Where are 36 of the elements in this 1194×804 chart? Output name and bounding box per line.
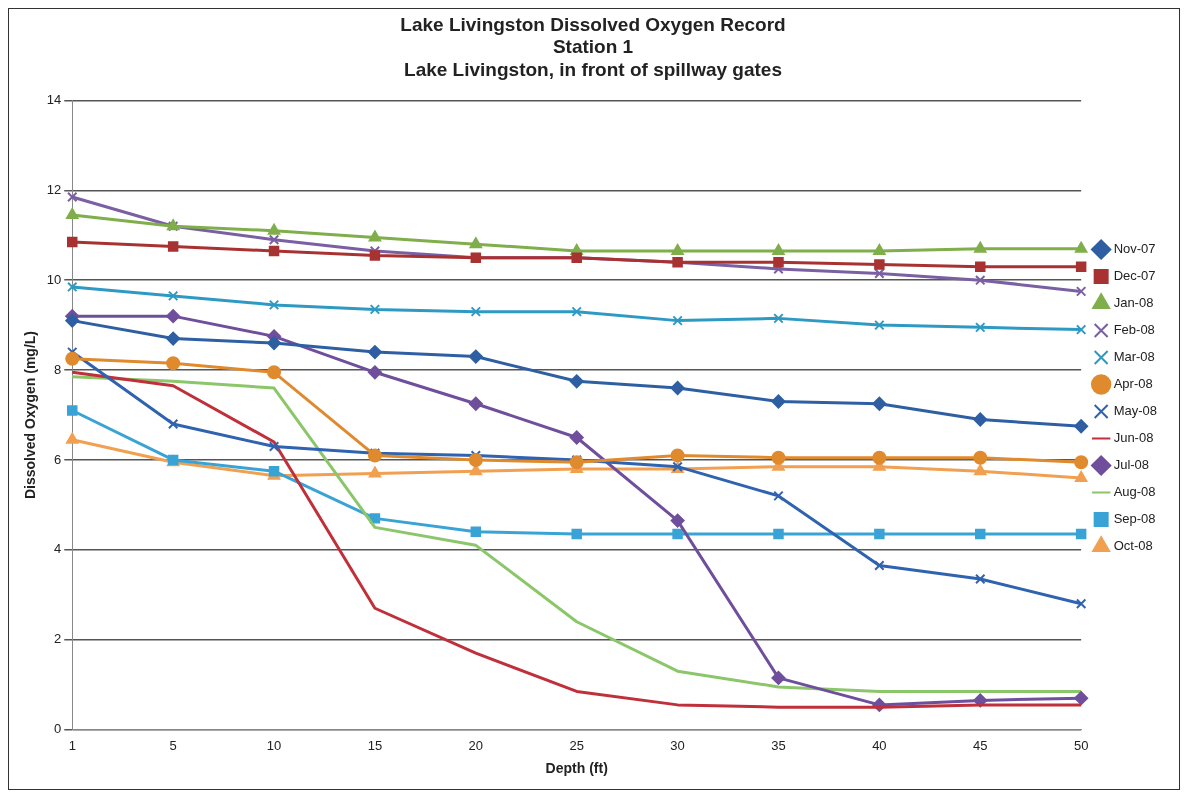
x-tick-label: 50 — [1073, 737, 1089, 753]
legend-label: Dec-07 — [1113, 268, 1156, 284]
x-tick-label: 10 — [266, 737, 282, 753]
legend-label: Mar-08 — [1113, 349, 1155, 365]
text: Lake Livingston Dissolved Oxygen Record — [400, 13, 786, 35]
legend-label: Jul-08 — [1113, 457, 1150, 473]
y-tick-label: 4 — [54, 541, 62, 557]
x-tick-label: 15 — [367, 737, 383, 753]
x-tick-label: 25 — [569, 737, 584, 753]
legend-label: Feb-08 — [1113, 322, 1155, 338]
x-tick-label: 45 — [973, 737, 988, 753]
legend-label: Sep-08 — [1113, 511, 1156, 527]
x-tick-label: 5 — [169, 737, 177, 753]
legend-label: Apr-08 — [1113, 376, 1153, 392]
y-tick-label: 8 — [54, 361, 62, 377]
legend-label: Nov-07 — [1113, 241, 1156, 257]
legend-label: Jun-08 — [1113, 430, 1154, 446]
y-tick-label: 6 — [54, 451, 62, 467]
x-tick-label: 20 — [468, 737, 484, 753]
y-tick-label: 0 — [54, 721, 62, 737]
x-tick-label: 35 — [771, 737, 786, 753]
legend-label: Oct-08 — [1113, 538, 1153, 554]
y-tick-label: 2 — [54, 631, 62, 647]
x-tick-label: 40 — [872, 737, 887, 753]
y-axis-title: Dissolved Oxygen (mg/L) — [22, 330, 39, 500]
text: Station 1 — [552, 36, 634, 58]
y-tick-label: 12 — [46, 181, 62, 197]
x-tick-label: 1 — [68, 737, 76, 753]
y-tick-label: 14 — [46, 91, 62, 107]
legend-label: Aug-08 — [1113, 484, 1156, 500]
text: Lake Livingston, in front of spillway gates — [404, 59, 782, 81]
y-tick-label: 10 — [46, 271, 62, 287]
legend-label: May-08 — [1113, 403, 1158, 419]
legend-label: Jan-08 — [1113, 295, 1154, 311]
x-axis-title: Depth (ft) — [545, 760, 608, 777]
x-tick-label: 30 — [670, 737, 685, 753]
